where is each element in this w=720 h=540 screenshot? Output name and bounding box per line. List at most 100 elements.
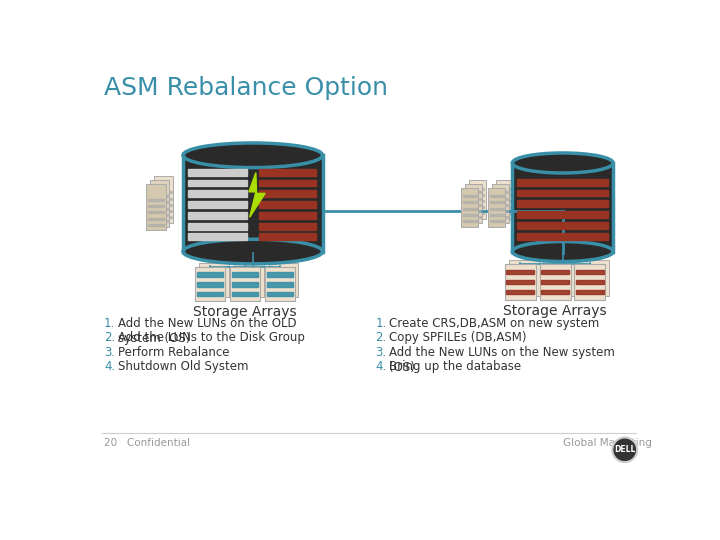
Bar <box>188 179 246 186</box>
Bar <box>541 289 569 294</box>
Bar <box>259 222 316 230</box>
Bar <box>539 264 570 300</box>
Text: 2.: 2. <box>375 331 387 344</box>
Bar <box>146 184 166 231</box>
Bar <box>506 269 534 274</box>
Bar <box>490 220 504 222</box>
Bar <box>490 208 504 210</box>
Bar <box>266 272 293 277</box>
Text: Global Marketing: Global Marketing <box>563 438 652 448</box>
Text: Bring up the database: Bring up the database <box>389 361 521 374</box>
Bar <box>488 188 505 226</box>
Bar <box>156 192 172 193</box>
Bar <box>506 289 534 294</box>
Bar <box>467 210 481 212</box>
Bar <box>517 222 608 229</box>
Ellipse shape <box>513 153 613 173</box>
Bar <box>259 190 316 197</box>
Text: 20   Confidential: 20 Confidential <box>104 438 190 448</box>
Bar <box>576 280 604 284</box>
Bar <box>154 177 174 222</box>
Bar <box>462 188 478 226</box>
Text: 1.: 1. <box>104 316 115 329</box>
Bar <box>463 201 477 204</box>
Bar <box>152 195 168 197</box>
Bar <box>232 272 258 277</box>
Polygon shape <box>249 173 265 217</box>
Bar <box>494 204 508 206</box>
Bar <box>230 267 260 301</box>
Bar <box>471 212 485 214</box>
Bar <box>517 179 608 186</box>
Bar <box>266 282 293 287</box>
Bar <box>232 282 258 287</box>
Bar <box>269 264 299 298</box>
Text: Add the New LUNs on the OLD
system (OS): Add the New LUNs on the OLD system (OS) <box>118 316 297 345</box>
Bar <box>517 190 608 197</box>
Bar <box>195 267 225 301</box>
Bar <box>463 195 477 197</box>
Bar <box>266 292 293 296</box>
Bar <box>467 198 481 200</box>
Text: 4.: 4. <box>104 361 115 374</box>
Bar <box>148 224 164 226</box>
Bar <box>513 163 613 252</box>
Bar <box>494 216 508 218</box>
Bar <box>234 264 264 298</box>
Ellipse shape <box>183 239 323 264</box>
Bar <box>188 222 246 230</box>
Ellipse shape <box>183 143 323 167</box>
Bar <box>152 201 168 204</box>
Bar <box>467 192 481 193</box>
Bar <box>259 201 316 208</box>
Bar <box>471 200 485 202</box>
Bar <box>259 212 316 219</box>
Text: Create CRS,DB,ASM on new system: Create CRS,DB,ASM on new system <box>389 316 600 329</box>
Bar <box>506 280 534 284</box>
Bar <box>492 184 509 222</box>
Bar <box>197 282 223 287</box>
Text: Add the LUNs to the Disk Group: Add the LUNs to the Disk Group <box>118 331 305 344</box>
Bar <box>188 233 246 240</box>
Bar <box>156 216 172 218</box>
Bar <box>259 233 316 240</box>
Bar <box>197 272 223 277</box>
Bar <box>463 214 477 215</box>
Bar <box>498 200 512 202</box>
Text: 4.: 4. <box>375 361 387 374</box>
Text: 1.: 1. <box>375 316 387 329</box>
Bar <box>232 292 258 296</box>
Bar <box>494 210 508 212</box>
Ellipse shape <box>513 241 613 261</box>
Bar <box>463 220 477 222</box>
Bar <box>498 187 512 190</box>
Bar <box>199 264 229 298</box>
Bar <box>575 264 606 300</box>
Bar <box>496 180 513 219</box>
Bar <box>188 168 246 176</box>
Text: Storage Arrays: Storage Arrays <box>503 303 607 318</box>
Bar <box>517 233 608 240</box>
Bar <box>467 216 481 218</box>
Text: Storage Arrays: Storage Arrays <box>193 305 297 319</box>
Bar <box>156 198 172 200</box>
Bar <box>188 201 246 208</box>
Bar <box>152 208 168 210</box>
Bar <box>539 264 570 300</box>
Text: 3.: 3. <box>375 346 387 359</box>
Bar <box>152 214 168 215</box>
Bar <box>183 156 323 252</box>
Bar <box>517 211 608 218</box>
Text: Shutdown Old System: Shutdown Old System <box>118 361 248 374</box>
Bar <box>575 264 606 300</box>
Bar <box>148 199 164 201</box>
Bar <box>467 204 481 206</box>
Bar <box>230 267 260 301</box>
Text: 2.: 2. <box>104 331 115 344</box>
Bar <box>498 206 512 208</box>
Bar <box>156 210 172 212</box>
Bar <box>490 195 504 197</box>
Bar <box>197 292 223 296</box>
Bar <box>576 269 604 274</box>
Text: Add the New LUNs on the New system
(OS): Add the New LUNs on the New system (OS) <box>389 346 615 374</box>
